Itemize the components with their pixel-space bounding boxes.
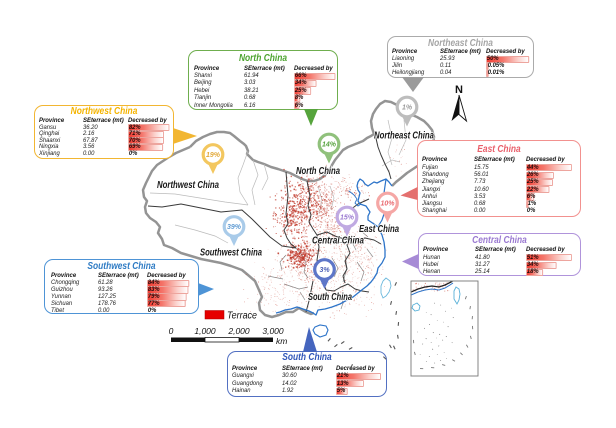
svg-text:14%: 14% xyxy=(322,142,337,149)
svg-text:10%: 10% xyxy=(380,201,395,208)
svg-text:N: N xyxy=(455,84,463,96)
svg-text:2,000: 2,000 xyxy=(227,326,250,336)
svg-text:km: km xyxy=(276,336,287,346)
svg-text:39%: 39% xyxy=(227,224,242,231)
svg-text:19%: 19% xyxy=(206,152,221,159)
svg-text:3,000: 3,000 xyxy=(262,326,284,336)
svg-text:Southwest China: Southwest China xyxy=(200,248,262,259)
svg-text:Central China: Central China xyxy=(312,236,364,247)
svg-text:15%: 15% xyxy=(340,215,355,222)
svg-text:North China: North China xyxy=(296,166,340,177)
svg-text:Northeast China: Northeast China xyxy=(374,131,434,142)
svg-text:Terrace: Terrace xyxy=(227,311,257,322)
svg-text:Northwest China: Northwest China xyxy=(157,180,219,191)
svg-text:South China: South China xyxy=(308,292,352,303)
svg-text:East China: East China xyxy=(359,224,399,235)
svg-text:3%: 3% xyxy=(319,267,330,274)
svg-text:0: 0 xyxy=(169,326,174,336)
svg-text:1,000: 1,000 xyxy=(194,326,216,336)
svg-text:1%: 1% xyxy=(402,105,413,112)
